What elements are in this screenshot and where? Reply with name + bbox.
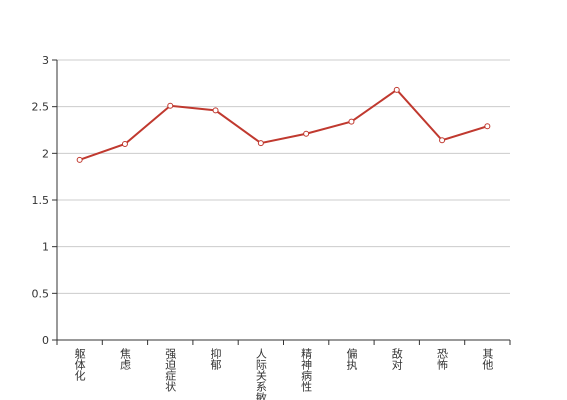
y-tick-label: 1.5 bbox=[32, 194, 50, 207]
point bbox=[167, 102, 174, 109]
point bbox=[439, 137, 446, 144]
point bbox=[76, 156, 83, 163]
line bbox=[79, 88, 488, 161]
point bbox=[212, 107, 219, 114]
x-tick-label: 偏执 bbox=[345, 347, 358, 371]
x-tick-label: 强迫症状 bbox=[164, 348, 177, 392]
x-tick-label: 抑郁 bbox=[209, 347, 222, 370]
point bbox=[121, 141, 128, 147]
x-tick-label: 人际关系敏感 bbox=[254, 348, 267, 400]
point bbox=[257, 140, 264, 147]
y-tick-label: 2 bbox=[42, 147, 49, 160]
x-tick-label: 躯体化 bbox=[73, 348, 86, 382]
y-tick-label: 0.5 bbox=[32, 287, 50, 300]
y-tick-label: 2.5 bbox=[32, 101, 50, 114]
point bbox=[348, 118, 355, 125]
x-tick-label: 精神病性 bbox=[300, 348, 313, 393]
x-tick-label: 敌对 bbox=[390, 347, 403, 370]
y-tick-label: 3 bbox=[42, 54, 49, 67]
x-tick-label: 恐怖 bbox=[436, 348, 449, 370]
y-tick-label: 1 bbox=[42, 241, 49, 254]
point bbox=[484, 123, 491, 130]
point bbox=[303, 130, 310, 137]
x-tick-label: 焦虑 bbox=[118, 348, 131, 370]
point bbox=[393, 86, 400, 93]
x-tick-label: 其他 bbox=[481, 348, 494, 370]
y-tick-label: 0 bbox=[42, 334, 49, 347]
